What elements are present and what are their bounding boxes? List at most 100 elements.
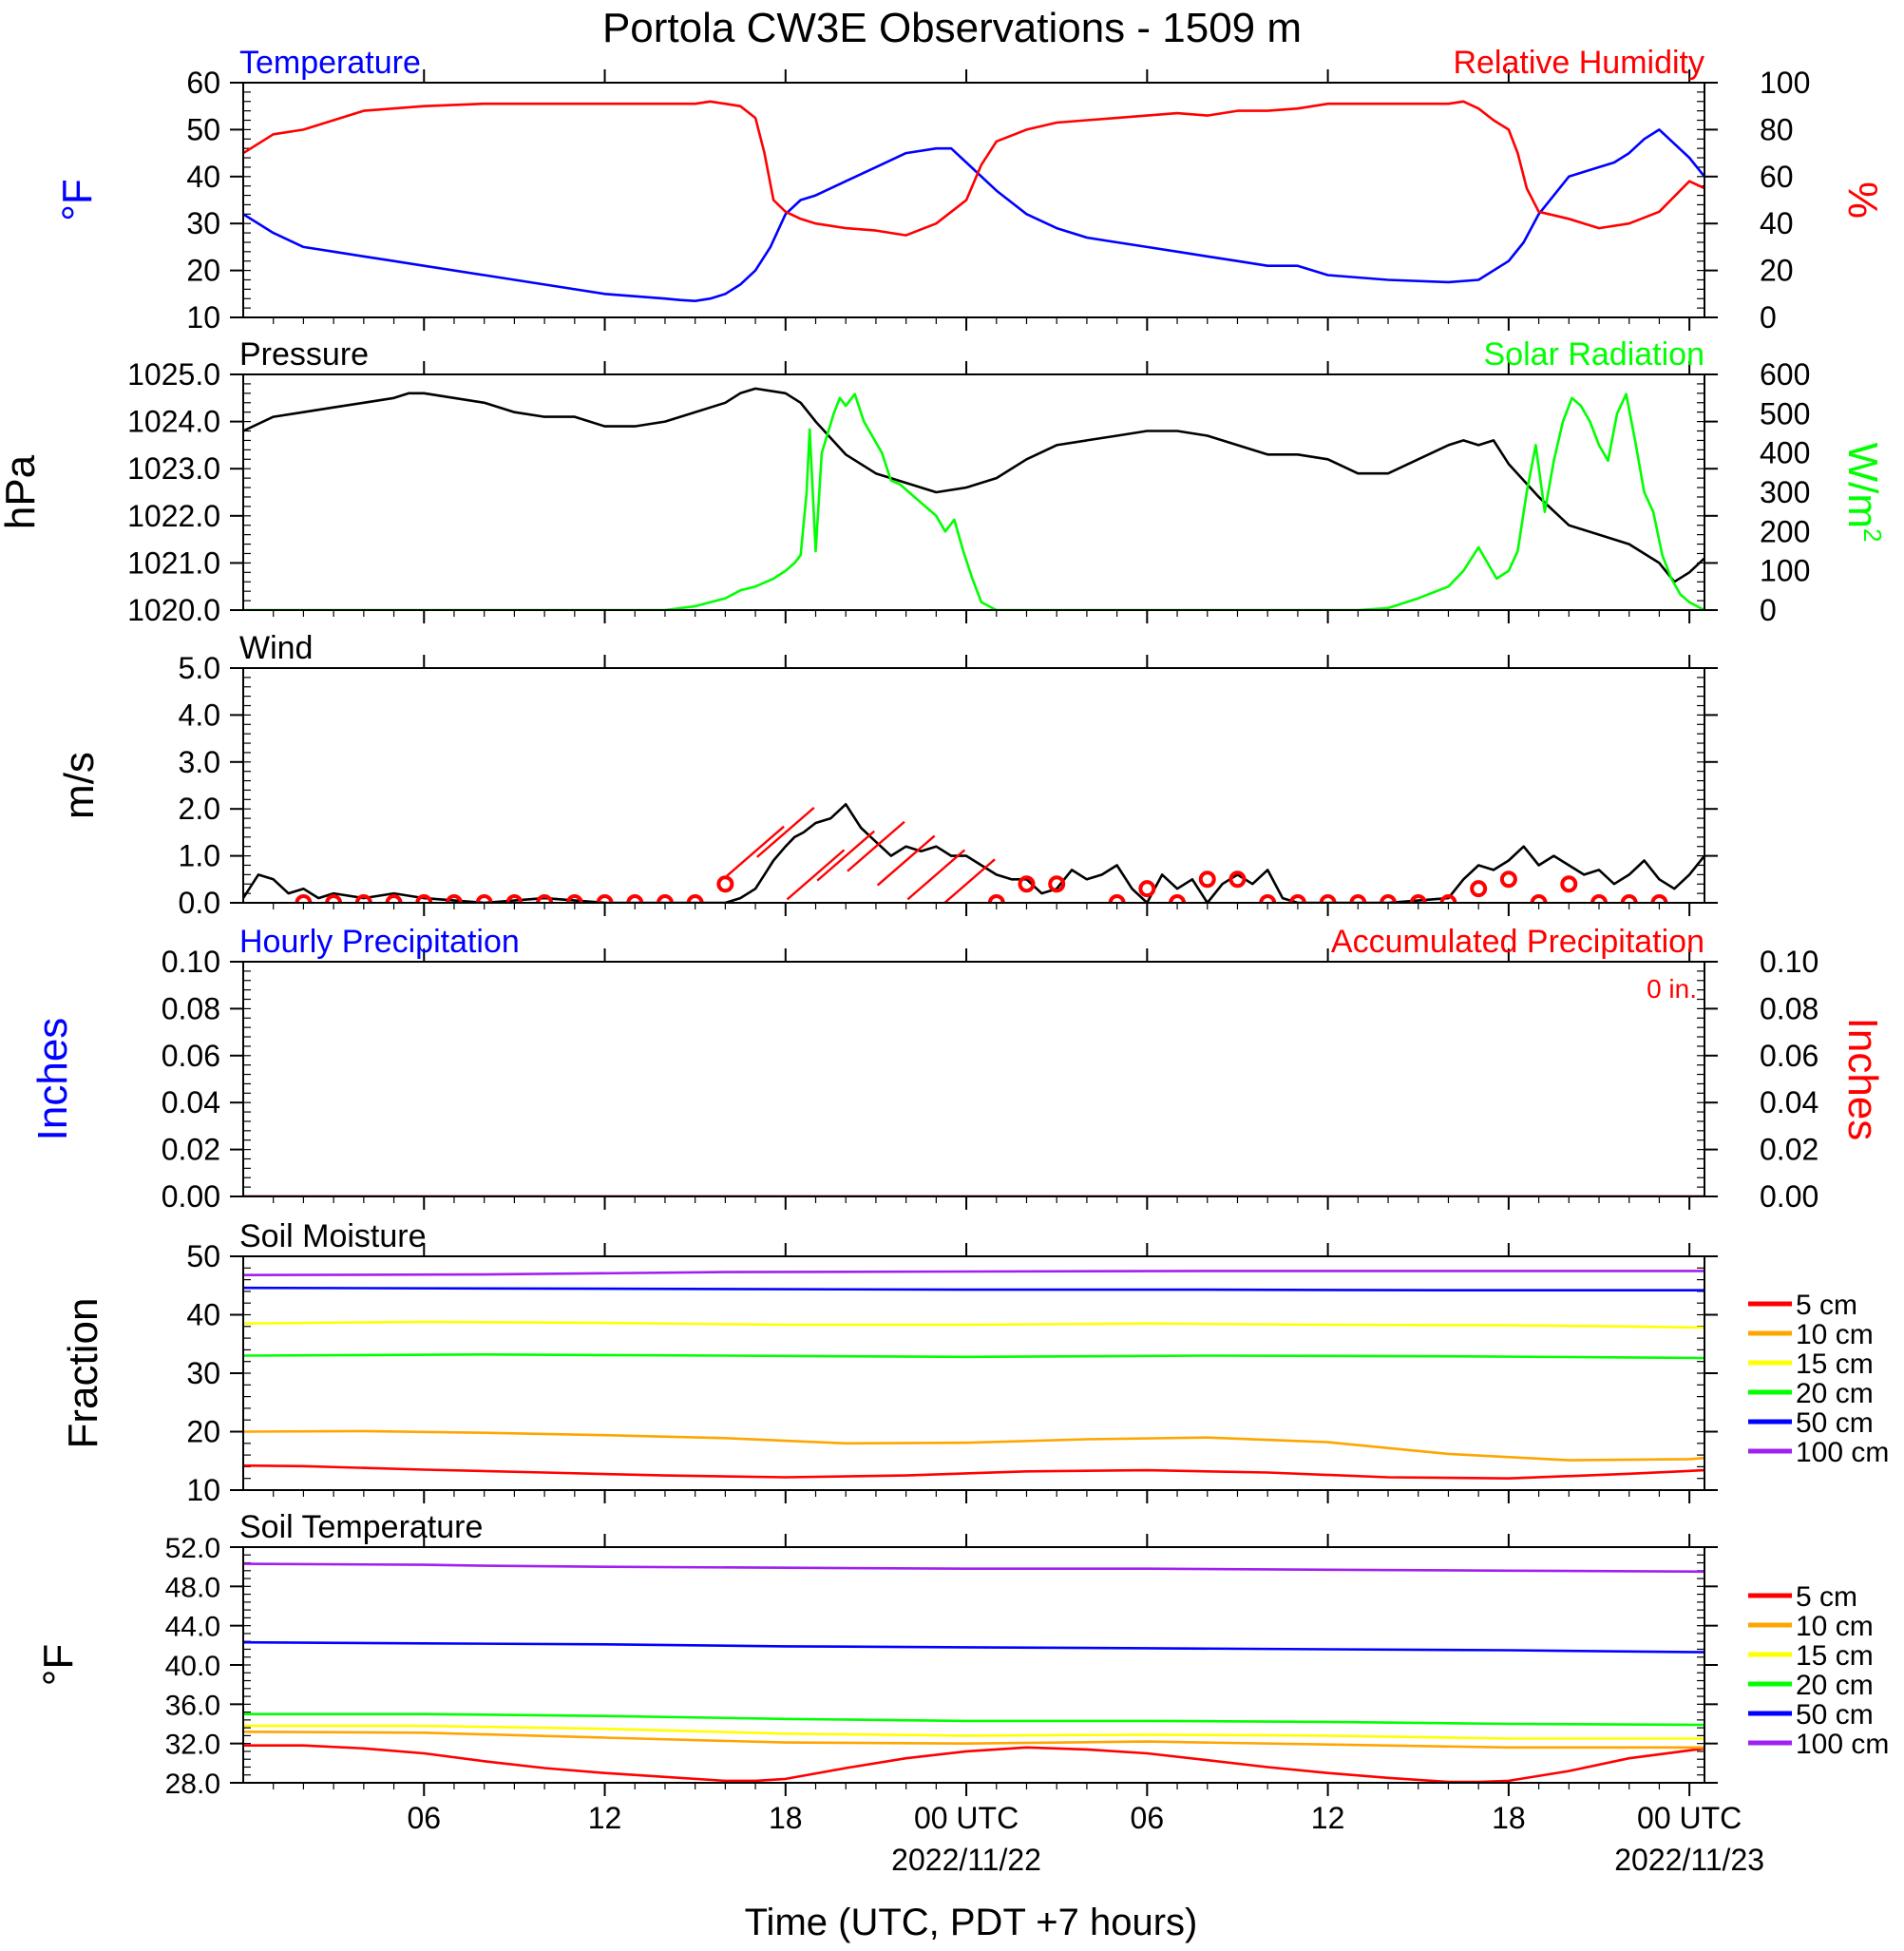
y-tick-label-left: 10: [186, 300, 220, 335]
legend-label: 50 cm: [1796, 1699, 1874, 1731]
legend-label: 15 cm: [1796, 1348, 1874, 1380]
y-tick-label-left: 1021.0: [127, 545, 220, 580]
wind-direction-marker: [1288, 894, 1306, 903]
y-tick-label-right: 0.06: [1760, 1039, 1818, 1073]
plot-area-soil_moisture: [243, 1270, 1704, 1480]
wind-direction-marker: [656, 894, 674, 903]
wind-barb: [847, 820, 905, 872]
x-tick-label: 00 UTC: [1637, 1801, 1742, 1835]
series-soil_temperature-15cm: [243, 1724, 1704, 1740]
x-tick-date-label: 2022/11/22: [891, 1843, 1041, 1877]
y-tick-label-left: 40.0: [165, 1651, 220, 1682]
y-tick-label-left: 0.10: [162, 945, 220, 979]
wind-barb: [756, 806, 815, 858]
wind-direction-marker: [1409, 894, 1427, 903]
x-axis: 06 12 18 00 UTC 2022/11/22 06 12 18 00 UTC 2022/1…: [407, 1801, 1764, 1877]
y-tick-label-right: 500: [1760, 396, 1810, 430]
y-tick-label-left: 60: [186, 66, 220, 100]
x-tick-date-label: 2022/11/23: [1614, 1843, 1764, 1877]
plot-area-temperature: [243, 100, 1704, 302]
y-tick-label-left: 0.08: [162, 991, 220, 1025]
wind-direction-marker: [686, 894, 704, 903]
wind-direction-marker: [1590, 894, 1609, 903]
series-soil_temperature-10cm: [243, 1731, 1704, 1750]
wind-barb: [906, 849, 966, 901]
wind-direction-marker: [385, 894, 403, 903]
legend-label: 5 cm: [1796, 1290, 1857, 1321]
series-soil_moisture-15cm: [243, 1320, 1704, 1329]
y-tick-label-left: 40: [186, 1298, 220, 1332]
y-tick-label-right: 40: [1760, 206, 1794, 240]
y-tick-label-left: 0.0: [179, 886, 220, 920]
legend-label: 100 cm: [1796, 1437, 1889, 1468]
y-axis-label-right: W/m2: [1839, 443, 1887, 543]
y-tick-label-left: 48.0: [165, 1572, 220, 1603]
wind-direction-marker: [1018, 875, 1036, 893]
y-tick-label-right: 300: [1760, 475, 1810, 509]
wind-direction-marker: [1499, 870, 1517, 889]
legend-label: 20 cm: [1796, 1670, 1874, 1701]
wind-direction-marker: [1349, 894, 1367, 903]
y-tick-label-left: 36.0: [165, 1690, 220, 1721]
legend-label: 5 cm: [1796, 1581, 1857, 1613]
y-axis-label-right: %: [1839, 182, 1886, 219]
wind-direction-marker: [445, 894, 463, 903]
wind-direction-marker: [565, 894, 583, 903]
series-soil_temperature-20cm: [243, 1712, 1704, 1727]
y-tick-label-right: 0.10: [1760, 945, 1818, 979]
x-tick-label: 18: [1492, 1801, 1526, 1835]
panel-precipitation: 0.00 0.02 0.04 0.06 0.08 0.10 0.00 0.02 0.04 0.06…: [29, 924, 1886, 1214]
y-tick-label-left: 50: [186, 1239, 220, 1273]
wind-direction-marker: [1530, 894, 1548, 903]
y-tick-label-right: 0: [1760, 300, 1777, 335]
wind-direction-marker: [295, 894, 313, 903]
y-tick-label-left: 30: [186, 206, 220, 240]
wind-barb: [816, 830, 876, 882]
y-tick-label-right: 0.08: [1760, 991, 1818, 1025]
panel-title-left: Soil Moisture: [239, 1218, 427, 1254]
series-soil_temperature-100cm: [243, 1562, 1704, 1574]
y-axis-label-right-superscript: 2: [1858, 528, 1887, 542]
panel-title-right: Accumulated Precipitation: [1331, 924, 1704, 960]
panel-title-left: Soil Temperature: [239, 1509, 483, 1545]
x-axis-title: Time (UTC, PDT +7 hours): [745, 1902, 1198, 1943]
x-tick-label: 18: [769, 1801, 803, 1835]
panel-title-left: Pressure: [239, 336, 369, 373]
accumulated-precip-total: 0 in.: [1647, 974, 1697, 1004]
y-tick-label-right: 100: [1760, 66, 1810, 100]
y-tick-label-right: 400: [1760, 436, 1810, 470]
y-tick-label-left: 1020.0: [127, 593, 220, 627]
wind-direction-marker: [1650, 894, 1668, 903]
y-axis-label-right: Inches: [1839, 1018, 1886, 1141]
y-tick-label-left: 32.0: [165, 1730, 220, 1761]
y-tick-label-left: 1.0: [179, 839, 220, 873]
y-tick-label-left: 5.0: [179, 651, 220, 685]
legend-label: 10 cm: [1796, 1611, 1874, 1642]
wind-barb: [942, 858, 996, 903]
y-tick-label-left: 52.0: [165, 1533, 220, 1564]
wind-direction-marker: [415, 894, 433, 903]
y-tick-label-left: 28.0: [165, 1769, 220, 1800]
x-tick-label: 00 UTC: [914, 1801, 1019, 1835]
figure-title: Portola CW3E Observations - 1509 m: [602, 5, 1302, 51]
y-tick-label-right: 0: [1760, 593, 1777, 627]
series-soil_moisture-5cm: [243, 1463, 1704, 1480]
y-tick-label-left: 0.02: [162, 1133, 220, 1167]
wind-direction-marker: [1108, 894, 1126, 903]
wind-direction-marker: [1259, 894, 1277, 903]
series-soil_temperature-5cm: [243, 1744, 1704, 1783]
y-axis-label-left: Fraction: [60, 1298, 106, 1449]
panel-frame: [242, 1255, 1705, 1491]
panel-frame: [242, 1546, 1705, 1784]
wind-direction-marker: [987, 894, 1005, 903]
x-tick-label: 12: [1311, 1801, 1345, 1835]
y-tick-label-left: 20: [186, 1415, 220, 1449]
panel-frame: [242, 373, 1705, 611]
series-soil_moisture-50cm: [243, 1286, 1704, 1291]
y-tick-label-left: 1025.0: [127, 357, 220, 392]
wind-direction-marker: [325, 894, 343, 903]
y-tick-label-right: 600: [1760, 357, 1810, 392]
wind-direction-marker: [475, 894, 493, 903]
